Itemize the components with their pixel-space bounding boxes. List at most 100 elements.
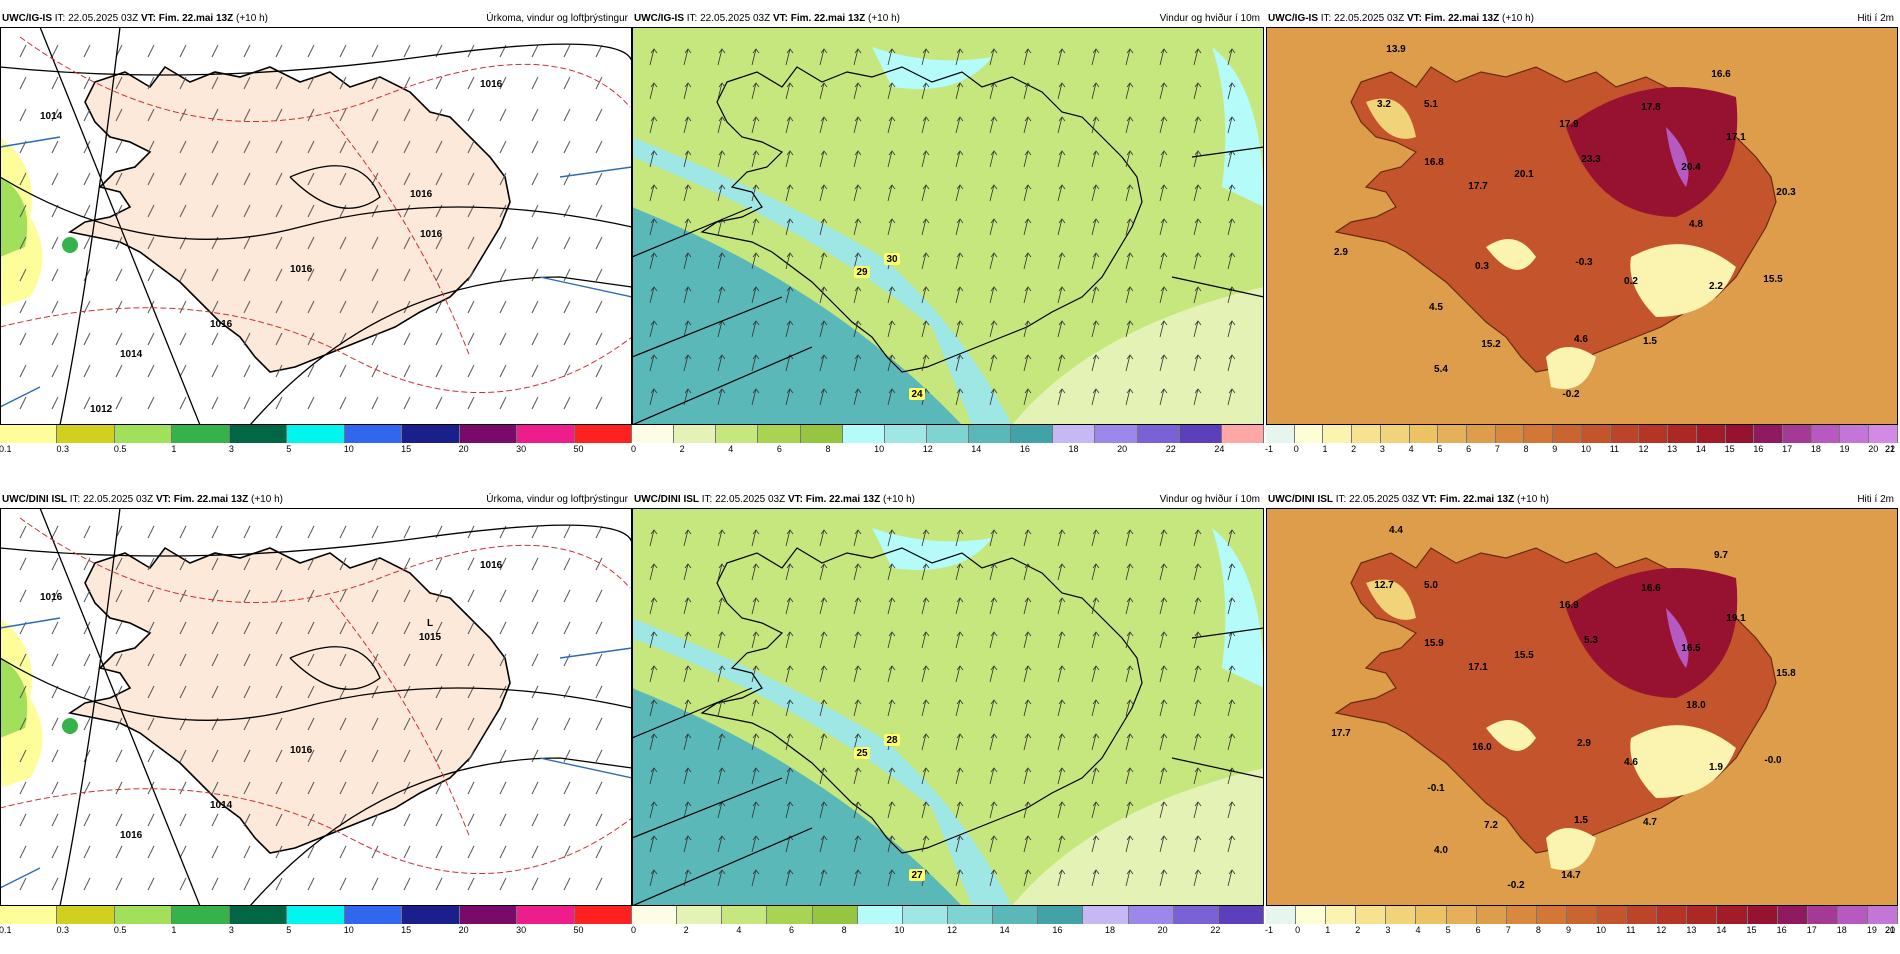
wind-barb <box>499 557 507 571</box>
temperature-value: 16.6 <box>1711 69 1731 80</box>
issue-time: IT: 22.05.2025 03Z <box>52 13 141 24</box>
map-svg[interactable]: 25 28 27 <box>632 508 1264 906</box>
legend-tick-label: 10 <box>1581 444 1592 454</box>
wind-arrow <box>921 767 930 785</box>
wind-arrow <box>1193 150 1202 168</box>
wind-arrow <box>1091 286 1100 304</box>
map-svg[interactable]: 29 30 24 <box>632 27 1264 425</box>
wind-arrow <box>649 835 658 853</box>
legend-swatch <box>812 906 858 924</box>
wind-barb <box>51 332 59 346</box>
wind-barb <box>115 845 123 859</box>
wind-barb <box>467 845 475 859</box>
wind-speed-field <box>632 137 1012 425</box>
wind-barb <box>403 589 411 603</box>
wind-barb <box>115 300 123 314</box>
map-area[interactable]: 4.4 12.7 5.0 15.9 17.1 15.5 16.9 5.3 16.6 9.7 19.1… <box>1266 508 1898 906</box>
wind-arrow <box>989 218 998 236</box>
wind-arrow <box>1125 699 1134 717</box>
wind-barb <box>147 557 155 571</box>
wind-arrow <box>989 82 998 100</box>
temperature-value: 17.9 <box>1559 119 1579 130</box>
wind-arrow <box>853 150 862 168</box>
wind-arrow <box>1091 767 1100 785</box>
legend-swatch <box>1869 425 1898 443</box>
map-area[interactable]: 25 28 27 <box>632 508 1264 906</box>
map-svg[interactable]: 1016 1016 1016 1014 1016 L 1015 <box>0 508 632 906</box>
map-svg[interactable]: 13.9 3.2 5.1 16.8 17.7 20.1 17.9 23.3 17.8 16.6 17… <box>1266 27 1898 425</box>
map-area[interactable]: 13.9 3.2 5.1 16.8 17.7 20.1 17.9 23.3 17.8 16.6 17… <box>1266 27 1898 425</box>
map-area[interactable]: 29 30 24 <box>632 27 1264 425</box>
color-legend <box>0 906 632 924</box>
wind-barb <box>83 172 91 186</box>
legend-tick-label: 8 <box>841 925 847 935</box>
legend-swatch <box>632 425 675 443</box>
legend-tick-label: 3 <box>1385 925 1391 935</box>
wind-barb <box>435 268 443 282</box>
map-area[interactable]: 1014 1016 1016 1016 1014 1016 1012 1016 <box>0 27 632 425</box>
wind-arrow <box>1125 252 1134 270</box>
wind-barb <box>179 268 187 282</box>
wind-barb <box>371 268 379 282</box>
temperature-value: 20.3 <box>1776 187 1796 198</box>
wind-arrow <box>751 388 760 406</box>
wind-barb <box>243 204 251 218</box>
wind-barb <box>275 172 283 186</box>
header-left: UWC/IG-IS IT: 22.05.2025 03Z VT: Fim. 22… <box>1268 10 1534 27</box>
precip-area <box>0 658 28 738</box>
map-area[interactable]: 1016 1016 1016 1014 1016 L 1015 <box>0 508 632 906</box>
wind-barb <box>371 396 379 410</box>
legend-swatch <box>57 425 115 443</box>
wind-arrow <box>1227 801 1236 819</box>
wind-barb <box>467 749 475 763</box>
wind-barb <box>595 172 603 186</box>
legend-tick-label: 17 <box>1806 925 1817 935</box>
wind-barb <box>307 621 315 635</box>
wind-arrow <box>1091 597 1100 615</box>
wind-barb <box>51 749 59 763</box>
wind-barb <box>563 364 571 378</box>
wind-barb <box>243 364 251 378</box>
map-svg[interactable]: 4.4 12.7 5.0 15.9 17.1 15.5 16.9 5.3 16.6 9.7 19.1… <box>1266 508 1898 906</box>
precip-layer <box>0 27 632 425</box>
wind-barb <box>435 589 443 603</box>
legend-swatch <box>1627 906 1658 924</box>
wind-arrow <box>887 82 896 100</box>
wind-barb <box>83 717 91 731</box>
precip-area <box>62 718 78 734</box>
wind-arrow <box>1227 354 1236 372</box>
wind-arrow <box>955 116 964 134</box>
wind-arrow <box>887 835 896 853</box>
wind-arrow <box>785 252 794 270</box>
wind-arrow <box>955 733 964 751</box>
wind-barb <box>179 172 187 186</box>
wind-barb <box>83 813 91 827</box>
legend-swatch <box>722 906 768 924</box>
wind-arrow <box>1023 150 1032 168</box>
wind-barb <box>147 653 155 667</box>
wind-barb <box>51 44 59 58</box>
wind-barb <box>595 813 603 827</box>
legend-tick-label: 14 <box>971 444 982 454</box>
wind-barb <box>467 621 475 635</box>
wind-barb <box>403 268 411 282</box>
wind-barb <box>531 332 539 346</box>
wind-barb <box>275 44 283 58</box>
model-name: UWC/IG-IS <box>634 13 684 24</box>
wind-arrow <box>785 529 794 547</box>
wind-arrow <box>1125 184 1134 202</box>
wind-barb <box>307 172 315 186</box>
map-svg[interactable]: 1014 1016 1016 1016 1014 1016 1012 1016 <box>0 27 632 425</box>
legend-tick-label: 3 <box>228 444 234 454</box>
wind-barb <box>115 108 123 122</box>
legend-swatch <box>1356 906 1387 924</box>
wind-arrow <box>955 354 964 372</box>
forecast-panel-r1p3: UWC/IG-IS IT: 22.05.2025 03Z VT: Fim. 22… <box>1265 10 1898 473</box>
wind-arrow <box>1159 320 1168 338</box>
wind-barb <box>307 44 315 58</box>
wind-arrow <box>1023 767 1032 785</box>
panel-header: UWC/DINI ISL IT: 22.05.2025 03Z VT: Fim.… <box>0 491 632 508</box>
wind-barb <box>243 557 251 571</box>
low-pressure-value: 1015 <box>419 632 442 643</box>
wind-arrow <box>819 388 828 406</box>
